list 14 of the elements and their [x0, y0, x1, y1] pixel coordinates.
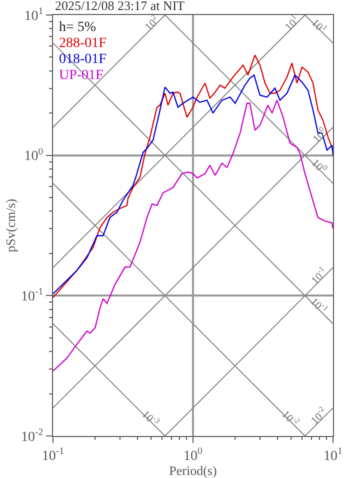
- y-tick-label: 10$^{1}$: [24, 6, 44, 24]
- x-axis-title: Period(s): [169, 463, 217, 478]
- legend-title: h= 5%: [59, 20, 96, 35]
- x-tick-label: 10$^{1}$: [324, 446, 343, 464]
- text: UP-01F: [59, 68, 104, 83]
- chart-title: 2025/12/08 23:17 at NIT: [55, 0, 185, 13]
- y-tick-label: 10$^{-2}$: [21, 427, 44, 445]
- text: 018-01F: [59, 52, 107, 67]
- x-tick-label: 10$^{-1}$: [42, 446, 64, 464]
- y-tick-label: 10$^{-1}$: [21, 286, 44, 305]
- text: 288-01F: [59, 36, 107, 51]
- y-tick-label: 10$^{0}$: [24, 146, 44, 164]
- y-axis-title: pSv(cm/s): [2, 198, 18, 252]
- x-tick-label: 10$^{0}$: [184, 446, 203, 464]
